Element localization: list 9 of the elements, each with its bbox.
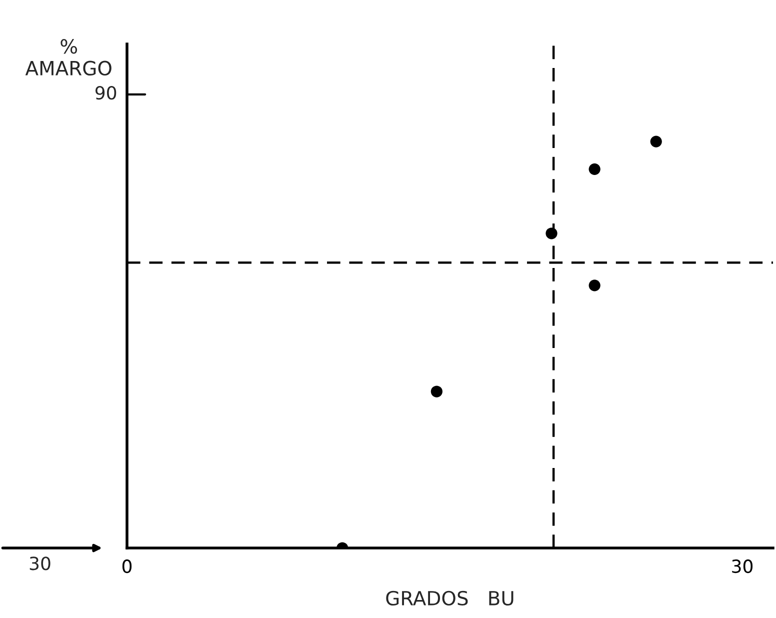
text: 90	[95, 86, 116, 100]
x-tick-label: 0	[122, 559, 132, 574]
point	[546, 228, 558, 240]
y-axis-title: % AMARGO	[25, 39, 112, 76]
point	[588, 280, 600, 292]
point	[650, 136, 662, 148]
x-axis-title: GRADOS BU	[386, 590, 514, 606]
point	[588, 163, 600, 175]
point	[430, 386, 442, 398]
